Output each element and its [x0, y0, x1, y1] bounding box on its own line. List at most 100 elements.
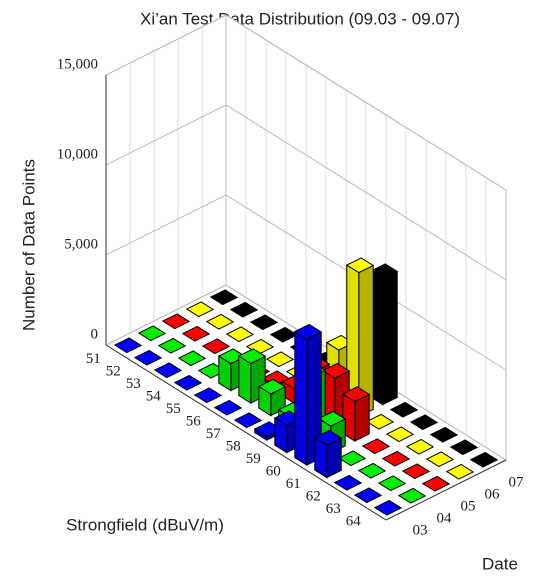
bar-top — [133, 349, 163, 366]
z-tick-label: 0 — [91, 326, 99, 342]
bar-top — [249, 314, 279, 331]
bar — [333, 474, 363, 491]
bar — [161, 313, 191, 330]
x-tick-label: 53 — [126, 376, 141, 392]
x-tick-label: 60 — [266, 464, 281, 480]
bar-face — [238, 355, 252, 405]
bar-top — [265, 351, 295, 368]
bar-top — [317, 410, 347, 427]
bar — [233, 412, 263, 429]
bar — [181, 325, 211, 342]
grid-line — [105, 284, 507, 461]
x-axis — [105, 344, 387, 521]
bar — [357, 462, 387, 479]
y-axis — [385, 459, 507, 521]
z-tick-label: 15,000 — [57, 56, 98, 72]
bar-top — [233, 412, 263, 429]
bar-top — [157, 337, 187, 354]
bar — [157, 337, 187, 354]
bar-face — [294, 330, 308, 467]
y-tick-label: 05 — [461, 499, 476, 515]
bar-top — [205, 313, 235, 330]
bar-top — [225, 326, 255, 343]
bar — [377, 475, 407, 492]
bar-top — [445, 463, 475, 480]
y-axis-title: Date — [482, 554, 518, 573]
bar — [445, 463, 475, 480]
bar-top — [213, 399, 243, 416]
bar-top — [425, 451, 455, 468]
bar — [361, 438, 391, 455]
bar — [401, 463, 431, 480]
bar — [365, 413, 395, 430]
bar — [153, 362, 183, 379]
bar — [369, 263, 399, 406]
bar-top — [153, 362, 183, 379]
bar-top — [365, 413, 395, 430]
bar-face — [354, 393, 370, 442]
x-tick-label: 59 — [246, 451, 261, 467]
bar-top — [137, 325, 167, 342]
bar — [429, 426, 459, 443]
z-tick-label: 5,000 — [64, 236, 98, 252]
bar-top — [405, 438, 435, 455]
bar-top — [385, 426, 415, 443]
bar — [113, 337, 143, 354]
bar-top — [173, 374, 203, 391]
y-tick-label: 03 — [413, 523, 428, 539]
x-tick-label: 57 — [206, 426, 222, 442]
x-tick-label: 63 — [326, 501, 341, 517]
chart-title: Xi’an Test Data Distribution (09.03 - 09… — [140, 9, 460, 28]
bar — [469, 451, 499, 468]
x-tick-label: 56 — [186, 414, 202, 430]
bar — [133, 349, 163, 366]
bar — [425, 451, 455, 468]
bar — [137, 325, 167, 342]
bar-top — [369, 263, 399, 280]
bar-top — [185, 301, 215, 318]
bar-top — [177, 350, 207, 367]
bar — [421, 475, 451, 492]
x-tick-label: 58 — [226, 439, 241, 455]
bar-top — [113, 337, 143, 354]
x-tick-label: 61 — [286, 476, 301, 492]
bar-top — [201, 338, 231, 355]
bar-top — [361, 438, 391, 455]
bar-top — [357, 462, 387, 479]
grid-line — [105, 104, 507, 281]
bar-top — [321, 362, 351, 379]
z-tick-label: 10,000 — [57, 146, 98, 162]
bar — [409, 414, 439, 431]
x-tick-label: 62 — [306, 489, 321, 505]
bar — [229, 301, 259, 318]
bar — [405, 438, 435, 455]
bar — [293, 323, 323, 467]
bar — [193, 387, 223, 404]
bar-top — [429, 426, 459, 443]
bar — [353, 487, 383, 504]
bar-top — [397, 487, 427, 504]
bar-top — [421, 475, 451, 492]
x-tick-label: 54 — [146, 389, 162, 405]
bar — [185, 301, 215, 318]
bar — [373, 499, 403, 516]
bar-top — [269, 326, 299, 343]
bar — [257, 378, 287, 417]
bar-top — [229, 301, 259, 318]
bar-top — [181, 325, 211, 342]
x-axis-title: Strongfield (dBuV/m) — [66, 515, 224, 534]
bar-top — [409, 414, 439, 431]
bar-top — [377, 475, 407, 492]
bar — [313, 429, 343, 479]
x-tick-label: 52 — [106, 364, 121, 380]
bar-top — [449, 439, 479, 456]
bar — [265, 351, 295, 368]
x-tick-label: 51 — [86, 351, 101, 367]
bar — [397, 487, 427, 504]
bar-face — [382, 270, 398, 406]
y-tick-label: 04 — [437, 511, 453, 527]
bar-top — [313, 429, 343, 446]
bar-top — [333, 474, 363, 491]
bar-top — [293, 323, 323, 340]
